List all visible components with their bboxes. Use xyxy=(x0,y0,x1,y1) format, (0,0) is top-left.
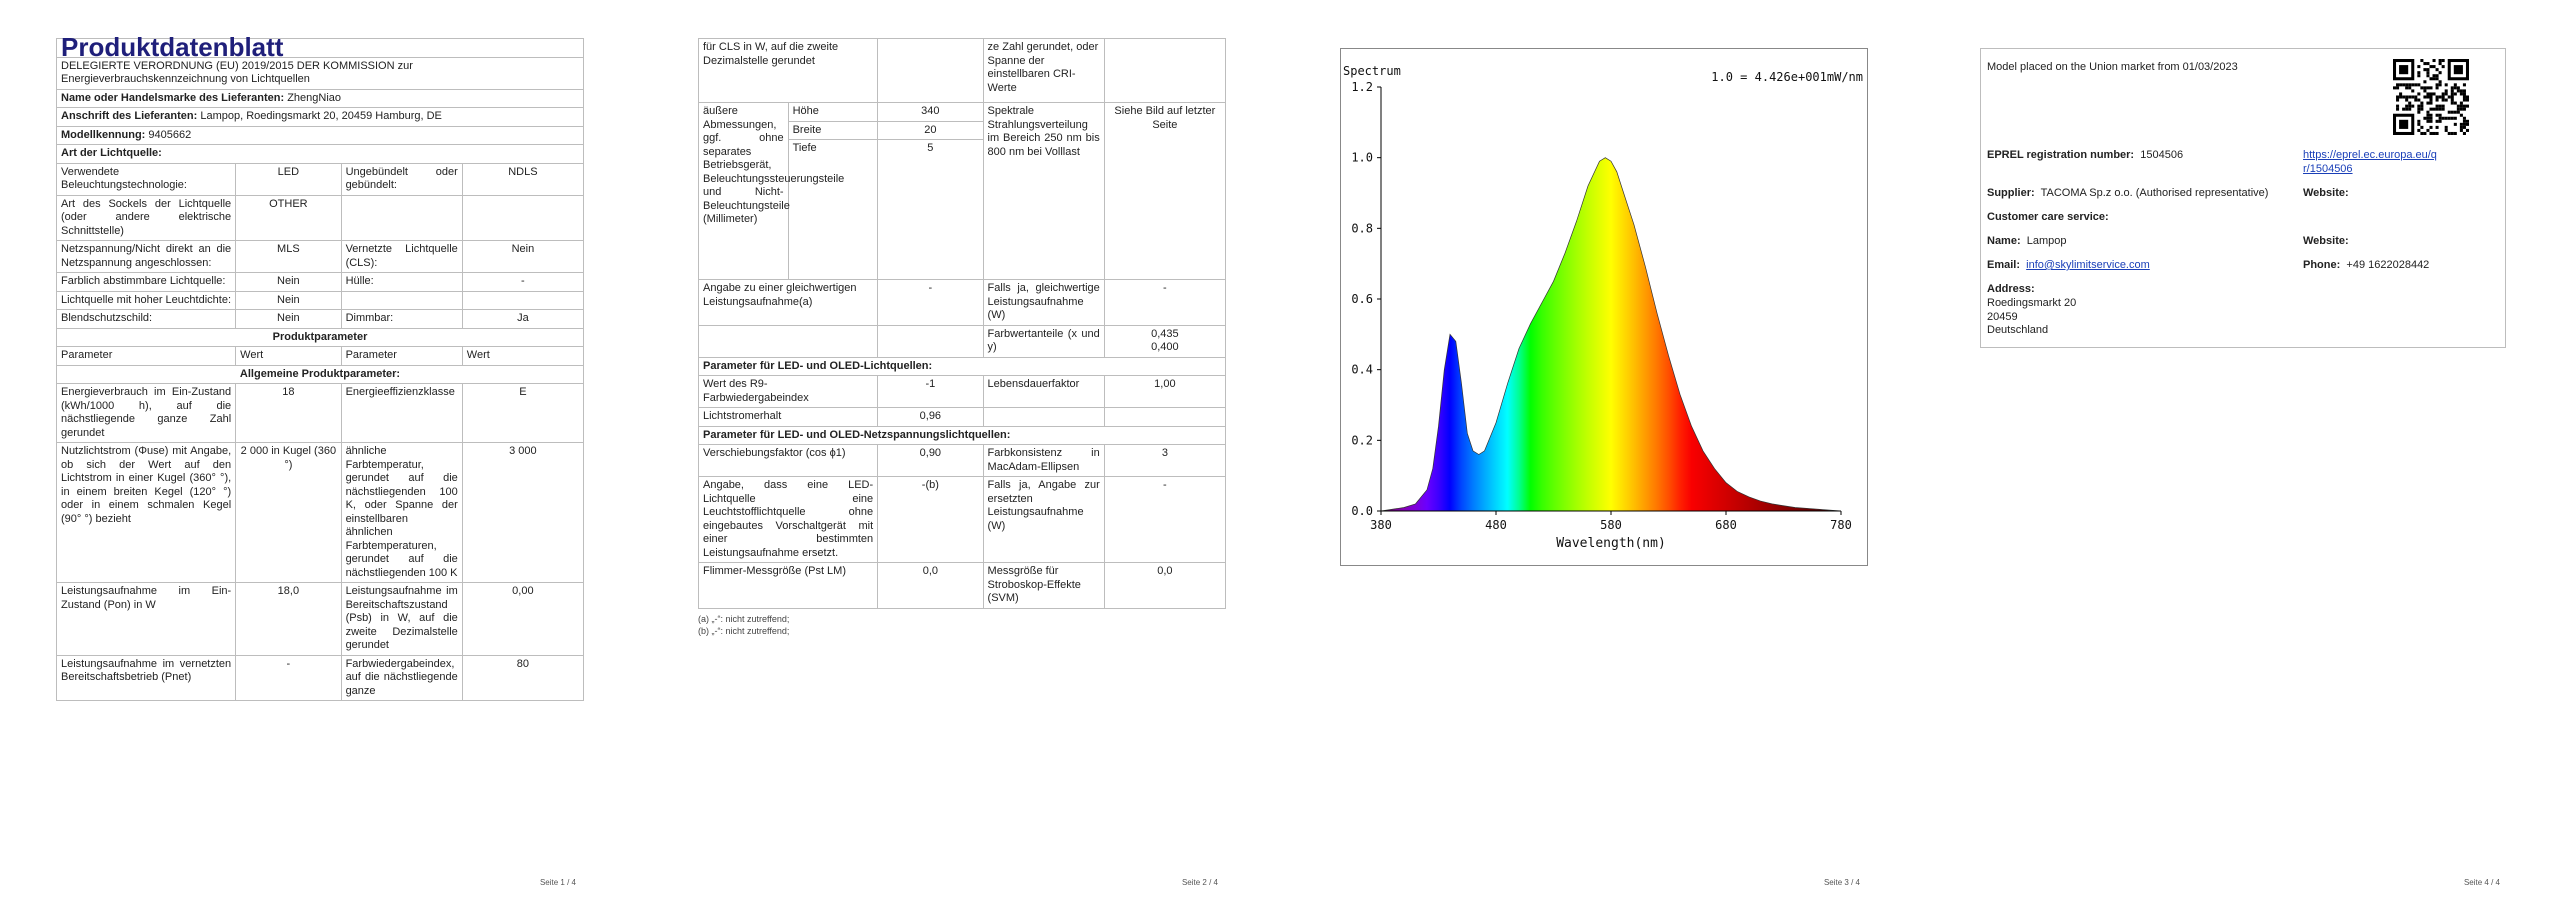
y-tick-label: 1.2 xyxy=(1351,80,1373,94)
eprel-info-box: Model placed on the Union market from 01… xyxy=(1980,48,2506,348)
table-row: Farbwertanteile (x und y) 0,435 0,400 xyxy=(697,324,1227,358)
table-row: Angabe, dass eine LED-Lichtquelle eine L… xyxy=(697,476,1227,563)
product-sheet-table: Produktdatenblatt DELEGIERTE VERORDNUNG … xyxy=(55,34,585,701)
care-name: Name: Lampop xyxy=(1987,235,2067,247)
table-row: Leistungsaufnahme im Ein-Zustand (Pon) i… xyxy=(55,582,585,656)
model-row: Modellkennung: 9405662 xyxy=(56,125,584,145)
table-row: Farblich abstimmbare Lichtquelle: Nein Hül… xyxy=(55,272,585,292)
footnote-a: (a) „-“: nicht zutreffend; xyxy=(698,613,790,624)
page-1: Produktdatenblatt DELEGIERTE VERORDNUNG … xyxy=(55,0,585,905)
table-row: Tiefe 5 xyxy=(699,139,1226,280)
care-phone: Phone: +49 1622028442 xyxy=(2303,259,2430,271)
supplier-row: Name oder Handelsmarke des Lieferanten: … xyxy=(56,88,584,108)
eprel-link[interactable]: https://eprel.ec.europa.eu/qr/1504506 xyxy=(2303,149,2437,175)
supplier-website-label: Website: xyxy=(2303,187,2349,199)
table-row: Angabe zu einer gleichwertigen Leistungs… xyxy=(697,279,1227,326)
y-tick-label: 0.8 xyxy=(1351,221,1373,235)
table-row: Leistungsaufnahme im vernetzten Bereitsc… xyxy=(55,654,585,701)
table-row: Blendschutzschild: Nein Dimmbar: Ja xyxy=(55,309,585,329)
address-label: Address: xyxy=(1987,283,2035,295)
footnotes: (a) „-“: nicht zutreffend; (b) „-“: nich… xyxy=(698,613,1226,637)
page-4: Model placed on the Union market from 01… xyxy=(1980,0,2508,905)
address-lines: Roedingsmarkt 20 20459 Deutschland xyxy=(1987,297,2077,336)
qr-code-icon xyxy=(2393,59,2469,135)
table-row: Verwendete Beleuchtungstechnologie: LED Un… xyxy=(55,162,585,196)
table-row: äußere Abmessungen, ggf. ohne separates … xyxy=(698,102,1227,280)
table-row: Netzspannung/Nicht direkt an die Netzspa… xyxy=(55,240,585,273)
x-tick-label: 480 xyxy=(1485,518,1507,532)
table-row: Energieverbrauch im Ein-Zustand (kWh/100… xyxy=(55,383,585,443)
table-row: Lichtstromerhalt 0,96 xyxy=(697,407,1227,427)
y-tick-label: 0.4 xyxy=(1351,363,1373,377)
section-header: Art der Lichtquelle: xyxy=(56,144,584,164)
dimensions-label: äußere Abmessungen, ggf. ohne separates … xyxy=(698,102,844,280)
customer-care-heading: Customer care service: xyxy=(1987,211,2109,223)
chart-title: Spectrum xyxy=(1343,64,1401,78)
table-row: Verschiebungsfaktor (cos ϕ1) 0,90 Farbkon… xyxy=(697,444,1227,477)
section-header: Produktparameter xyxy=(56,327,584,347)
page-2: für CLS in W, auf die zweite Dezimalstel… xyxy=(697,0,1227,905)
x-tick-label: 780 xyxy=(1830,518,1852,532)
table-header-row: Parameter Wert Parameter Wert xyxy=(55,346,585,366)
spectrum-area xyxy=(1381,157,1841,511)
x-axis-label: Wavelength(nm) xyxy=(1556,536,1666,551)
care-website-label: Website: xyxy=(2303,235,2349,247)
footnote-b: (b) „-“: nicht zutreffend; xyxy=(698,625,790,636)
x-tick-label: 380 xyxy=(1370,518,1392,532)
table-row: Flimmer-Messgröße (Pst LM) 0,0 Messgröße … xyxy=(697,562,1227,609)
y-tick-label: 0.6 xyxy=(1351,292,1373,306)
product-sheet-table-continued: für CLS in W, auf die zweite Dezimalstel… xyxy=(697,38,1227,609)
spectrum-line xyxy=(1380,157,1842,512)
table-row: Lichtquelle mit hoher Leuchtdichte: Nein xyxy=(55,290,585,310)
page-number: Seite 3 / 4 xyxy=(1823,878,1860,887)
market-date: Model placed on the Union market from 01… xyxy=(1987,61,2238,73)
section-header: Parameter für LED- und OLED-Lichtquellen… xyxy=(698,356,1226,376)
supplier-line: Supplier: TACOMA Sp.z o.o. (Authorised r… xyxy=(1987,187,2269,199)
chart-annotation: 1.0 = 4.426e+001mW/nm xyxy=(1711,70,1863,84)
regulation-subtitle: DELEGIERTE VERORDNUNG (EU) 2019/2015 DER… xyxy=(56,56,584,90)
table-row: für CLS in W, auf die zweite Dezimalstel… xyxy=(697,38,1227,103)
address-row: Anschrift des Lieferanten: Lampop, Roedi… xyxy=(56,107,584,127)
page-number: Seite 2 / 4 xyxy=(1181,878,1218,887)
page-number: Seite 1 / 4 xyxy=(539,878,576,887)
x-tick-label: 680 xyxy=(1715,518,1737,532)
x-tick-label: 580 xyxy=(1600,518,1622,532)
spectrum-chart-frame: 0.0 0.2 0.4 0.6 0.8 1.0 1.2 380 480 580 680 780 Spec… xyxy=(1340,48,1868,566)
spectrum-chart: 0.0 0.2 0.4 0.6 0.8 1.0 1.2 380 480 580 680 780 Spec… xyxy=(1343,64,1863,551)
table-row: Wert des R9-Farbwiedergabeindex -1 Lebens… xyxy=(697,375,1227,408)
table-row: Nutzlichtstrom (Φuse) mit Angabe, ob sic… xyxy=(55,442,585,583)
eprel-number: EPREL registration number: 1504506 xyxy=(1987,149,2184,161)
page-number: Seite 4 / 4 xyxy=(2463,878,2500,887)
section-header: Allgemeine Produktparameter: xyxy=(56,364,584,384)
y-tick-label: 1.0 xyxy=(1351,151,1373,165)
email-link[interactable]: info@skylimitservice.com xyxy=(2026,259,2150,271)
page-3: 0.0 0.2 0.4 0.6 0.8 1.0 1.2 380 480 580 680 780 Spec… xyxy=(1340,0,1868,905)
section-header: Parameter für LED- und OLED-Netzspannung… xyxy=(698,425,1226,445)
care-email: Email: info@skylimitservice.com xyxy=(1987,259,2150,271)
y-tick-label: 0.0 xyxy=(1351,504,1373,518)
y-tick-label: 0.2 xyxy=(1351,433,1373,447)
page-title: Produktdatenblatt xyxy=(56,34,584,60)
table-row: Art des Sockels der Lichtquelle (oder an… xyxy=(55,194,585,241)
